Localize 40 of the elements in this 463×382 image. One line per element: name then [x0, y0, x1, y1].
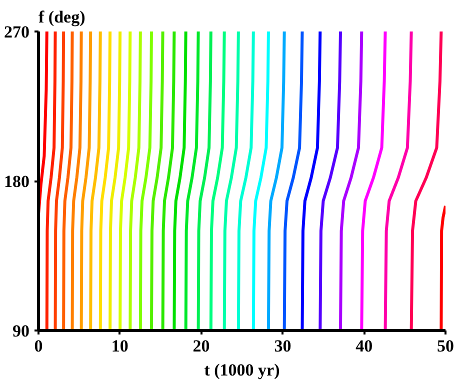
- x-tick-label: 40: [356, 336, 373, 356]
- line-series: [184, 32, 200, 330]
- x-tick-label: 30: [274, 336, 292, 356]
- y-axis-title: f (deg): [38, 8, 86, 26]
- line-series: [266, 32, 286, 330]
- line-series: [150, 32, 164, 330]
- line-series: [118, 32, 132, 330]
- line-series: [282, 32, 304, 330]
- line-series: [89, 32, 102, 330]
- line-series: [54, 32, 66, 330]
- x-axis-title: t (1000 yr): [204, 360, 280, 380]
- line-series: [70, 32, 83, 330]
- line-series: [128, 32, 142, 330]
- line-series: [161, 32, 176, 330]
- line-series: [338, 32, 364, 330]
- y-tick-label: 90: [12, 322, 30, 340]
- line-series: [440, 204, 446, 330]
- line-series: [108, 32, 122, 330]
- x-tick-label: 50: [437, 336, 454, 356]
- line-series: [236, 32, 255, 330]
- x-tick-label: 20: [192, 336, 210, 356]
- x-tick-label: 10: [111, 336, 128, 356]
- line-series: [196, 32, 212, 330]
- line-series: [252, 32, 270, 330]
- line-series: [222, 32, 240, 330]
- line-series: [318, 32, 342, 330]
- line-series: [172, 32, 188, 330]
- y-tick-label: 270: [4, 22, 30, 42]
- y-tick-label: 180: [4, 172, 30, 191]
- line-series: [80, 32, 92, 330]
- line-series: [410, 32, 443, 330]
- line-series: [62, 32, 74, 330]
- line-series: [45, 32, 57, 330]
- line-series: [209, 32, 226, 330]
- line-series: [98, 32, 112, 330]
- line-series: [300, 32, 322, 330]
- line-series: [360, 32, 387, 330]
- line-series: [384, 32, 413, 330]
- x-tick-label: 0: [34, 336, 43, 356]
- line-series: [138, 32, 153, 330]
